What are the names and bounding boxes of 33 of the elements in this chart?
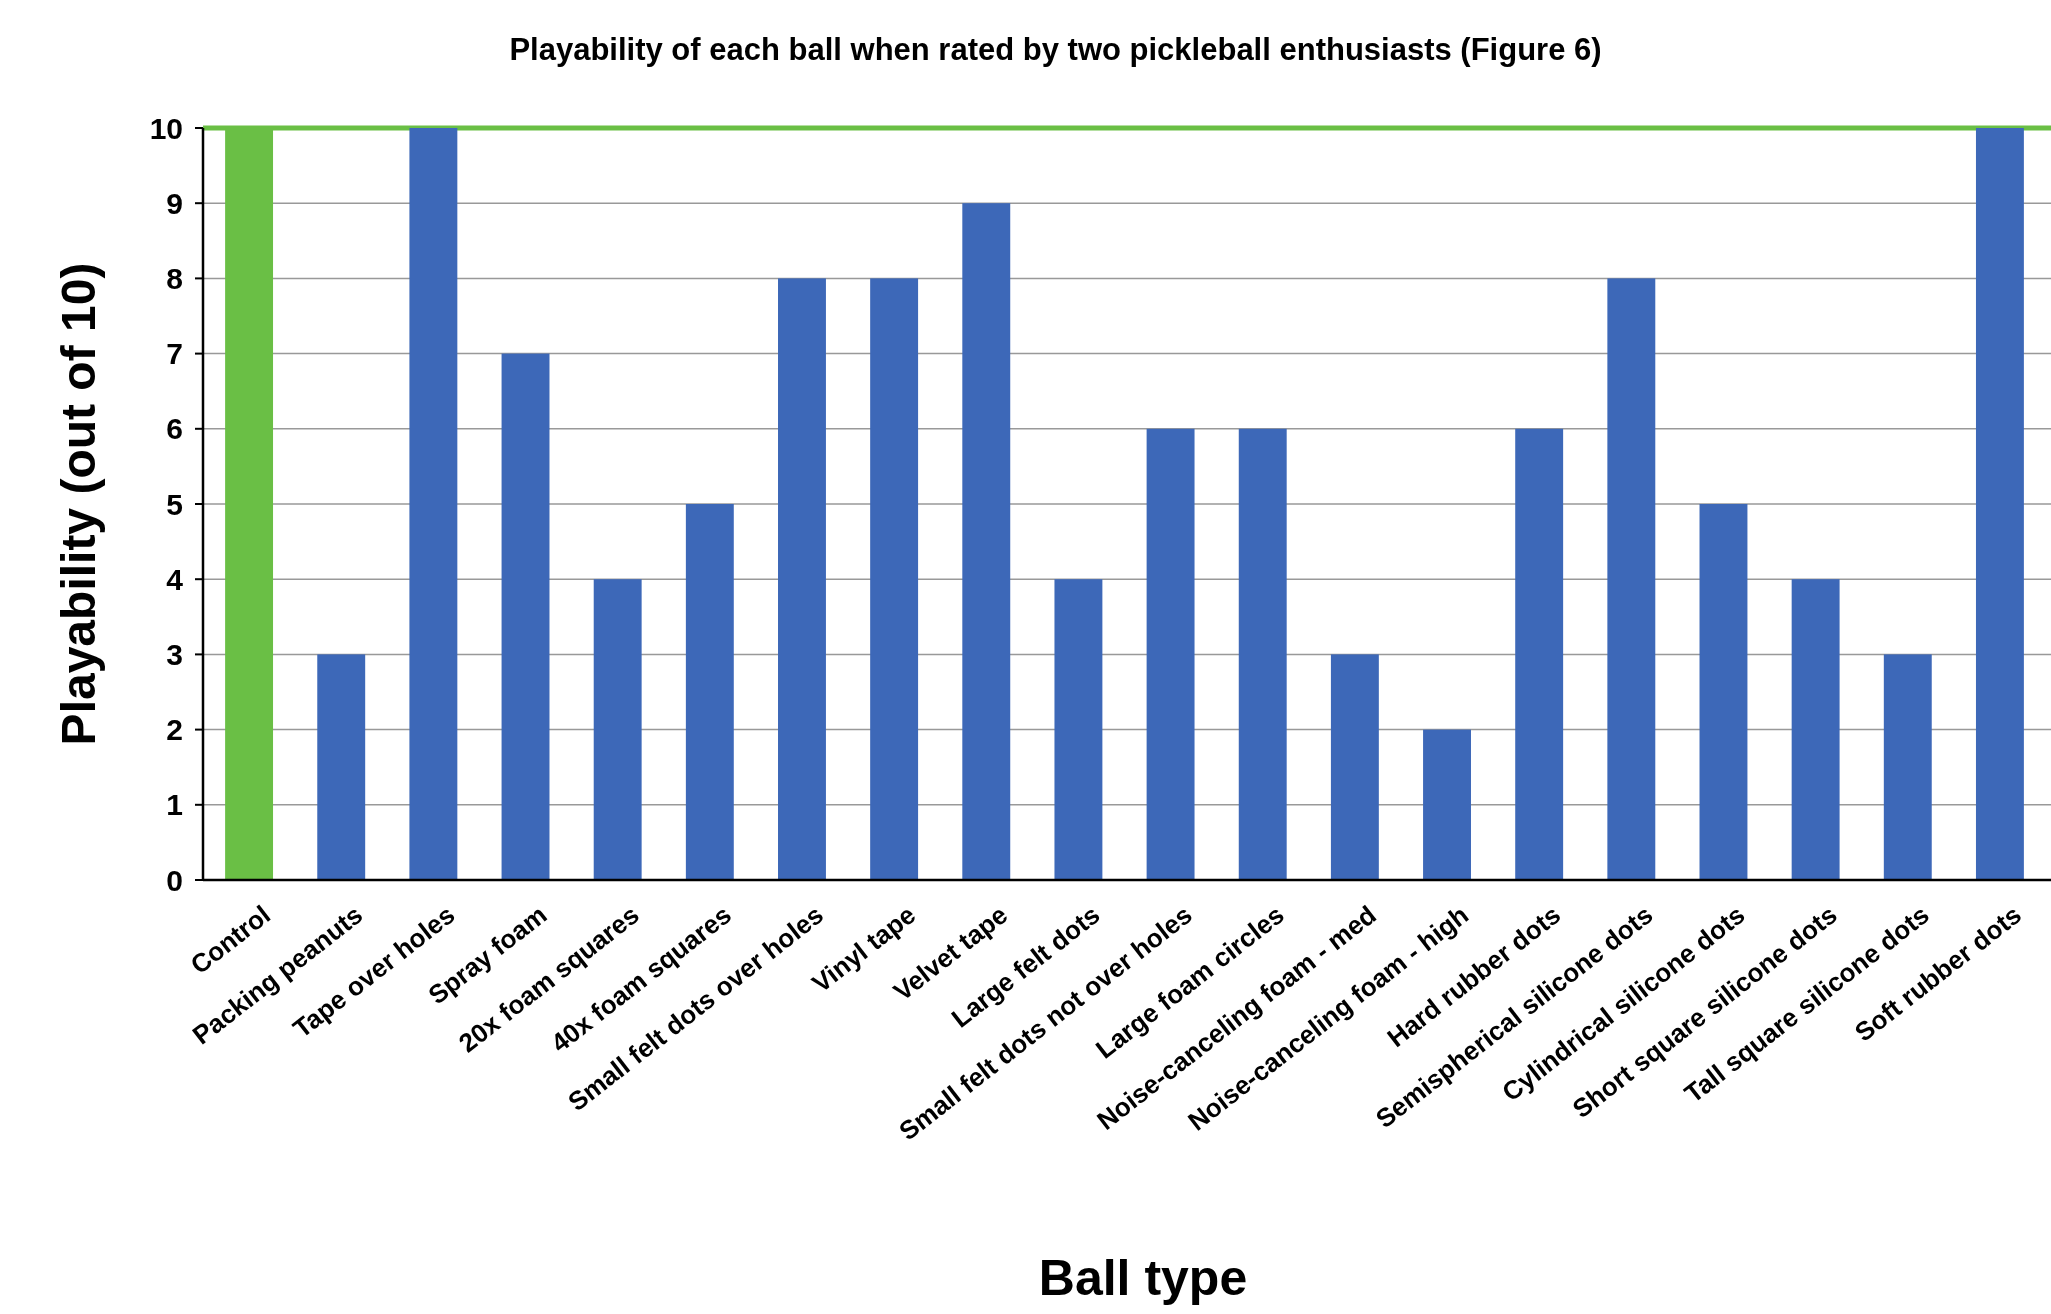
y-axis-title: Playability (out of 10) — [51, 262, 105, 746]
bar — [317, 654, 366, 880]
y-tick-label: 7 — [166, 337, 183, 371]
chart-title: Playability of each ball when rated by two pickleball enthusiasts (Figure 6) — [509, 32, 1602, 67]
bar — [1699, 504, 1748, 880]
y-tick-label: 3 — [166, 637, 183, 671]
y-tick-label: 0 — [166, 863, 183, 897]
bar — [685, 504, 734, 880]
bar — [1146, 428, 1195, 880]
y-tick-label: 8 — [166, 261, 183, 295]
bar — [870, 278, 919, 880]
bar — [1054, 579, 1103, 880]
bar — [1330, 654, 1379, 880]
bar — [1975, 128, 2024, 880]
bar — [1238, 428, 1287, 880]
bar — [1423, 729, 1471, 880]
bar — [962, 203, 1011, 880]
bar — [1791, 579, 1840, 880]
y-tick-label: 10 — [149, 111, 183, 145]
bar — [1607, 278, 1656, 880]
y-tick-label: 9 — [166, 186, 183, 220]
y-tick-label: 4 — [166, 562, 184, 596]
y-tick-label: 5 — [166, 487, 183, 521]
bar — [593, 579, 642, 880]
bar — [409, 128, 458, 880]
x-axis-title: Ball type — [1038, 1250, 1248, 1306]
bar — [778, 278, 826, 880]
bar — [1515, 428, 1564, 880]
bar — [1883, 654, 1932, 880]
y-tick-label: 6 — [166, 412, 183, 446]
bar — [501, 353, 550, 880]
y-tick-label: 2 — [166, 713, 183, 747]
y-tick-label: 1 — [166, 788, 183, 822]
